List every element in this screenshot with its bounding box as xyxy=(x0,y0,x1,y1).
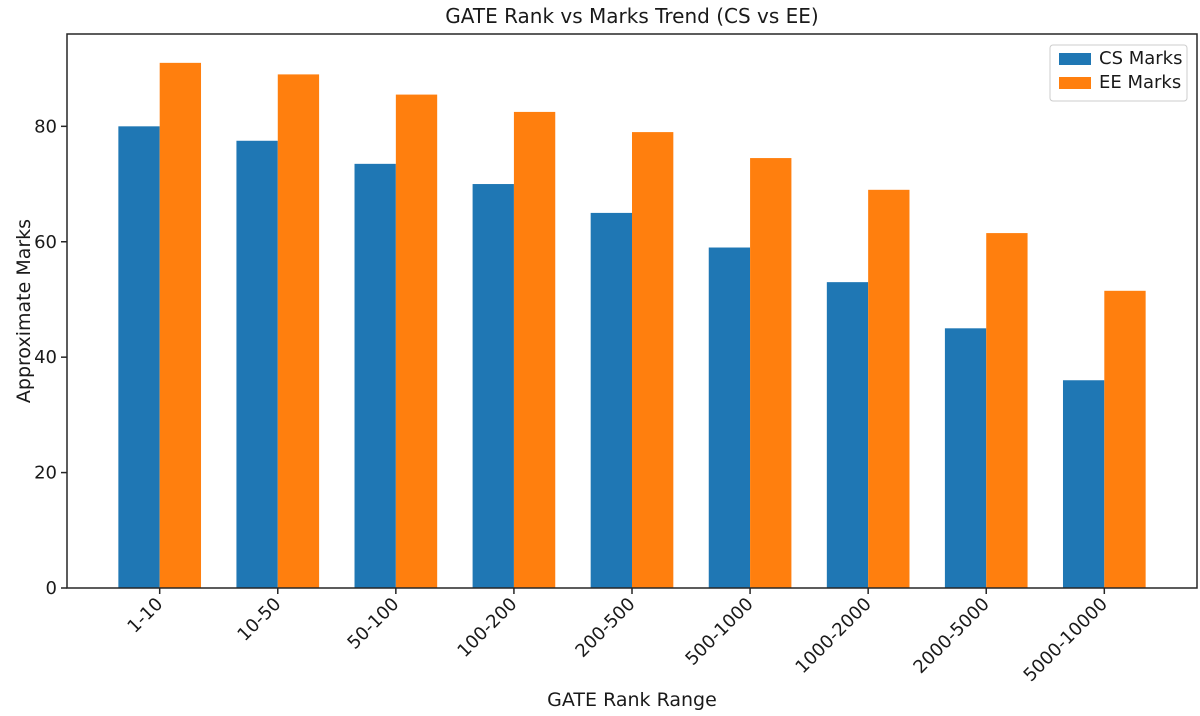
bar-ee-3 xyxy=(513,111,556,588)
bar-cs-6 xyxy=(826,282,869,588)
y-axis-label: Approximate Marks xyxy=(13,219,35,403)
bar-ee-1 xyxy=(277,74,320,588)
bar-ee-6 xyxy=(868,189,910,588)
bar-ee-2 xyxy=(395,94,438,588)
x-tick-label-2: 50-100 xyxy=(343,594,403,654)
bar-cs-0 xyxy=(118,126,160,588)
y-tick-label-20: 20 xyxy=(34,463,57,484)
bar-ee-5 xyxy=(750,158,792,588)
x-tick-label-3: 100-200 xyxy=(453,594,521,662)
y-tick-label-80: 80 xyxy=(34,116,57,137)
legend-swatch-ee xyxy=(1059,77,1091,89)
legend-swatch-cs xyxy=(1059,53,1091,65)
bar-cs-3 xyxy=(472,184,514,589)
chart-title: GATE Rank vs Marks Trend (CS vs EE) xyxy=(445,4,818,28)
x-tick-label-0: 1-10 xyxy=(123,594,167,638)
bar-cs-5 xyxy=(708,247,751,588)
x-tick-label-8: 5000-10000 xyxy=(1020,594,1112,686)
x-tick-label-1: 10-50 xyxy=(233,594,285,646)
y-tick-label-0: 0 xyxy=(46,578,57,599)
y-tick-label-40: 40 xyxy=(34,347,57,368)
x-tick-label-6: 1000-2000 xyxy=(792,594,876,678)
x-tick-label-7: 2000-5000 xyxy=(910,594,994,678)
bar-cs-7 xyxy=(944,328,987,588)
bar-cs-4 xyxy=(590,212,632,588)
bar-ee-7 xyxy=(986,233,1028,588)
legend-label-ee: EE Marks xyxy=(1099,72,1181,93)
bar-ee-4 xyxy=(632,132,674,588)
bar-cs-8 xyxy=(1062,380,1105,588)
y-tick-label-60: 60 xyxy=(34,232,57,253)
x-tick-label-4: 200-500 xyxy=(571,594,639,662)
legend-label-cs: CS Marks xyxy=(1099,48,1182,69)
bar-ee-0 xyxy=(159,62,202,589)
x-axis-label: GATE Rank Range xyxy=(547,689,717,711)
x-tick-label-5: 500-1000 xyxy=(682,594,758,670)
legend: CS Marks EE Marks xyxy=(1049,44,1188,102)
bar-cs-2 xyxy=(354,163,396,588)
bar-cs-1 xyxy=(236,140,278,588)
bar-ee-8 xyxy=(1104,290,1146,588)
plot-area: 0 20 40 60 80 1-10 10-50 50-100 100-200 200-500 50… xyxy=(34,33,1198,686)
